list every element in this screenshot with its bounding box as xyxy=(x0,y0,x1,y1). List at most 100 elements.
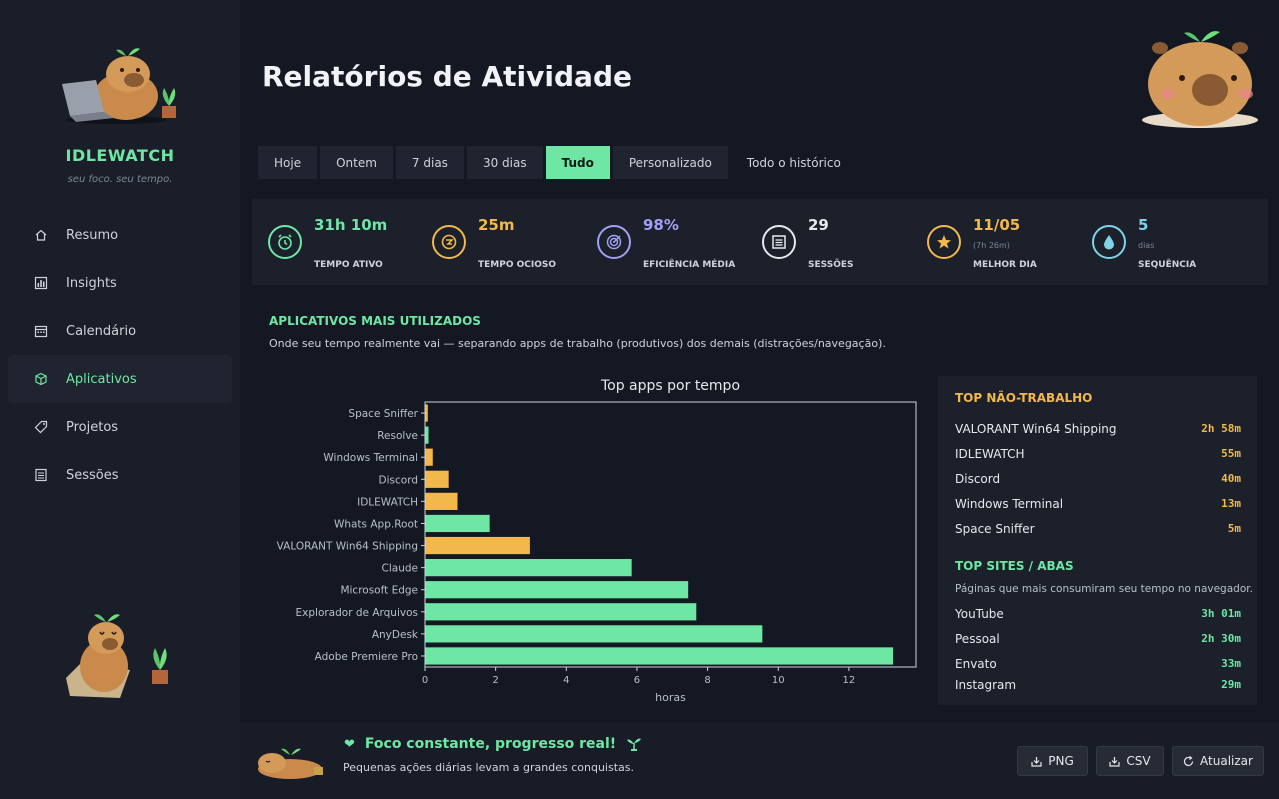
sidebar-item-aplicativos[interactable]: Aplicativos xyxy=(8,355,232,403)
x-axis-label: horas xyxy=(655,691,686,704)
y-tick-label: Resolve xyxy=(377,430,418,442)
section-title: APLICATIVOS MAIS UTILIZADOS xyxy=(269,314,481,328)
x-tick-label: 10 xyxy=(772,675,785,686)
capybara-sleeping-illustration xyxy=(258,748,323,779)
y-tick-label: Whats App.Root xyxy=(334,518,418,530)
chart-bar xyxy=(425,448,433,466)
list-item: Windows Terminal 13m xyxy=(955,497,1241,511)
stat-label: EFICIÊNCIA MÉDIA xyxy=(643,260,736,270)
nonwork-name: VALORANT Win64 Shipping xyxy=(955,422,1117,436)
nonwork-name: Space Sniffer xyxy=(955,522,1035,536)
sidebar-item-resumo[interactable]: Resumo xyxy=(8,211,232,259)
nonwork-name: Windows Terminal xyxy=(955,497,1064,511)
site-value: 2h 30m xyxy=(1201,632,1241,645)
y-tick-label: IDLEWATCH xyxy=(357,496,418,508)
chart-title: Top apps por tempo xyxy=(600,378,740,394)
nonwork-name: IDLEWATCH xyxy=(955,447,1025,461)
refresh-icon xyxy=(1183,755,1194,767)
footer-title-text: Foco constante, progresso real! xyxy=(364,736,617,752)
water-drop-icon xyxy=(1092,225,1126,259)
list-item: YouTube 3h 01m xyxy=(955,607,1241,621)
heart-icon: ❤ xyxy=(344,736,355,752)
nonwork-value: 13m xyxy=(1221,497,1241,510)
sidebar-item-label: Aplicativos xyxy=(66,371,137,387)
y-tick-label: Adobe Premiere Pro xyxy=(315,651,418,663)
refresh-button[interactable]: Atualizar xyxy=(1172,746,1264,776)
top-apps-chart: Top apps por tempo Space Sniffer Resolve Wi… xyxy=(262,370,934,710)
stat-value: 11/05 xyxy=(973,216,1021,234)
stat-value: 29 xyxy=(808,216,829,234)
list-item: Space Sniffer 5m xyxy=(955,522,1241,536)
sidebar-nav: Resumo Insights Calendário Aplicativos P… xyxy=(8,211,232,499)
nonwork-value: 5m xyxy=(1227,522,1241,535)
list-item: IDLEWATCH 55m xyxy=(955,447,1241,461)
tab-hoje[interactable]: Hoje xyxy=(258,146,318,179)
sidebar-item-insights[interactable]: Insights xyxy=(8,259,232,307)
tag-icon xyxy=(32,418,50,436)
chart-bar xyxy=(425,625,763,643)
top-apps-chart-svg: Top apps por tempo Space Sniffer Resolve Wi… xyxy=(277,378,917,704)
site-value: 3h 01m xyxy=(1201,607,1241,620)
tab-ontem[interactable]: Ontem xyxy=(320,146,393,179)
sidebar-item-sessoes[interactable]: Sessões xyxy=(8,451,232,499)
sidebar-item-label: Insights xyxy=(66,275,117,291)
y-tick-label: Windows Terminal xyxy=(323,452,418,464)
brand-tagline: seu foco. seu tempo. xyxy=(67,174,173,185)
chart-bar xyxy=(425,404,428,422)
chart-frame xyxy=(424,401,917,668)
footer: ❤ Foco constante, progresso real! Pequen… xyxy=(240,723,1279,799)
star-icon xyxy=(927,225,961,259)
list-item: Discord 40m xyxy=(955,472,1241,486)
y-tick-label: AnyDesk xyxy=(372,629,419,641)
sidebar-item-calendario[interactable]: Calendário xyxy=(8,307,232,355)
chart-bar xyxy=(425,426,429,444)
nonwork-value: 55m xyxy=(1221,447,1241,460)
bar-chart-icon xyxy=(32,274,50,292)
chart-bar xyxy=(425,536,530,555)
tab-7-dias[interactable]: 7 dias xyxy=(395,146,464,179)
list-item: Instagram 29m xyxy=(955,678,1241,692)
nonwork-name: Discord xyxy=(955,472,1001,486)
stat-value: 31h 10m xyxy=(314,216,388,234)
site-name: Instagram xyxy=(955,678,1017,692)
site-name: Pessoal xyxy=(955,632,1000,646)
button-label: Atualizar xyxy=(1200,754,1253,768)
chart-bar xyxy=(425,559,632,577)
button-label: CSV xyxy=(1126,754,1151,768)
stat-value: 5 xyxy=(1138,216,1149,234)
y-tick-label: Microsoft Edge xyxy=(340,585,418,597)
top-lists-panel: TOP NÃO-TRABALHO VALORANT Win64 Shipping… xyxy=(938,376,1257,705)
site-name: YouTube xyxy=(955,607,1004,621)
capybara-laptop-logo xyxy=(62,48,176,124)
button-label: PNG xyxy=(1048,754,1074,768)
sites-title: TOP SITES / ABAS xyxy=(955,559,1074,573)
brand-name: IDLEWATCH xyxy=(65,146,175,165)
period-tabs: Hoje Ontem 7 dias 30 dias Tudo Personali… xyxy=(258,146,860,179)
export-png-button[interactable]: PNG xyxy=(1017,746,1088,776)
tab-personalizado[interactable]: Personalizado xyxy=(612,146,728,179)
stats-bar: 31h 10m TEMPO ATIVO 25m TEMPO OCIOSO 98%… xyxy=(252,199,1268,285)
y-tick-label: Space Sniffer xyxy=(348,408,418,420)
x-tick-label: 12 xyxy=(843,675,856,686)
tab-todo-historico[interactable]: Todo o histórico xyxy=(746,155,841,170)
site-value: 33m xyxy=(1221,657,1241,670)
export-csv-button[interactable]: CSV xyxy=(1096,746,1164,776)
chart-bar xyxy=(425,470,449,488)
tab-tudo[interactable]: Tudo xyxy=(545,146,610,179)
chart-bar xyxy=(425,514,490,533)
export-icon xyxy=(1109,756,1120,767)
x-tick-label: 6 xyxy=(634,675,640,686)
chart-bar xyxy=(425,647,894,665)
cube-icon xyxy=(32,370,50,388)
list-item: Envato 33m xyxy=(955,657,1241,671)
tab-30-dias[interactable]: 30 dias xyxy=(466,146,543,179)
sites-description: Páginas que mais consumiram seu tempo no… xyxy=(955,583,1253,595)
site-name: Envato xyxy=(955,657,997,671)
stat-sub: dias xyxy=(1138,241,1155,250)
footer-subtitle: Pequenas ações diárias levam a grandes c… xyxy=(343,761,635,774)
stat-sub: (7h 26m) xyxy=(973,241,1010,250)
coffee-icon xyxy=(432,225,466,259)
stat-value: 25m xyxy=(478,216,515,234)
sidebar-item-projetos[interactable]: Projetos xyxy=(8,403,232,451)
alarm-clock-icon xyxy=(268,225,302,259)
